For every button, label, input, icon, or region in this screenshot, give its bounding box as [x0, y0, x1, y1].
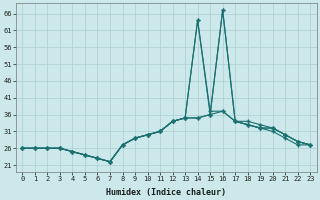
X-axis label: Humidex (Indice chaleur): Humidex (Indice chaleur)	[106, 188, 226, 197]
